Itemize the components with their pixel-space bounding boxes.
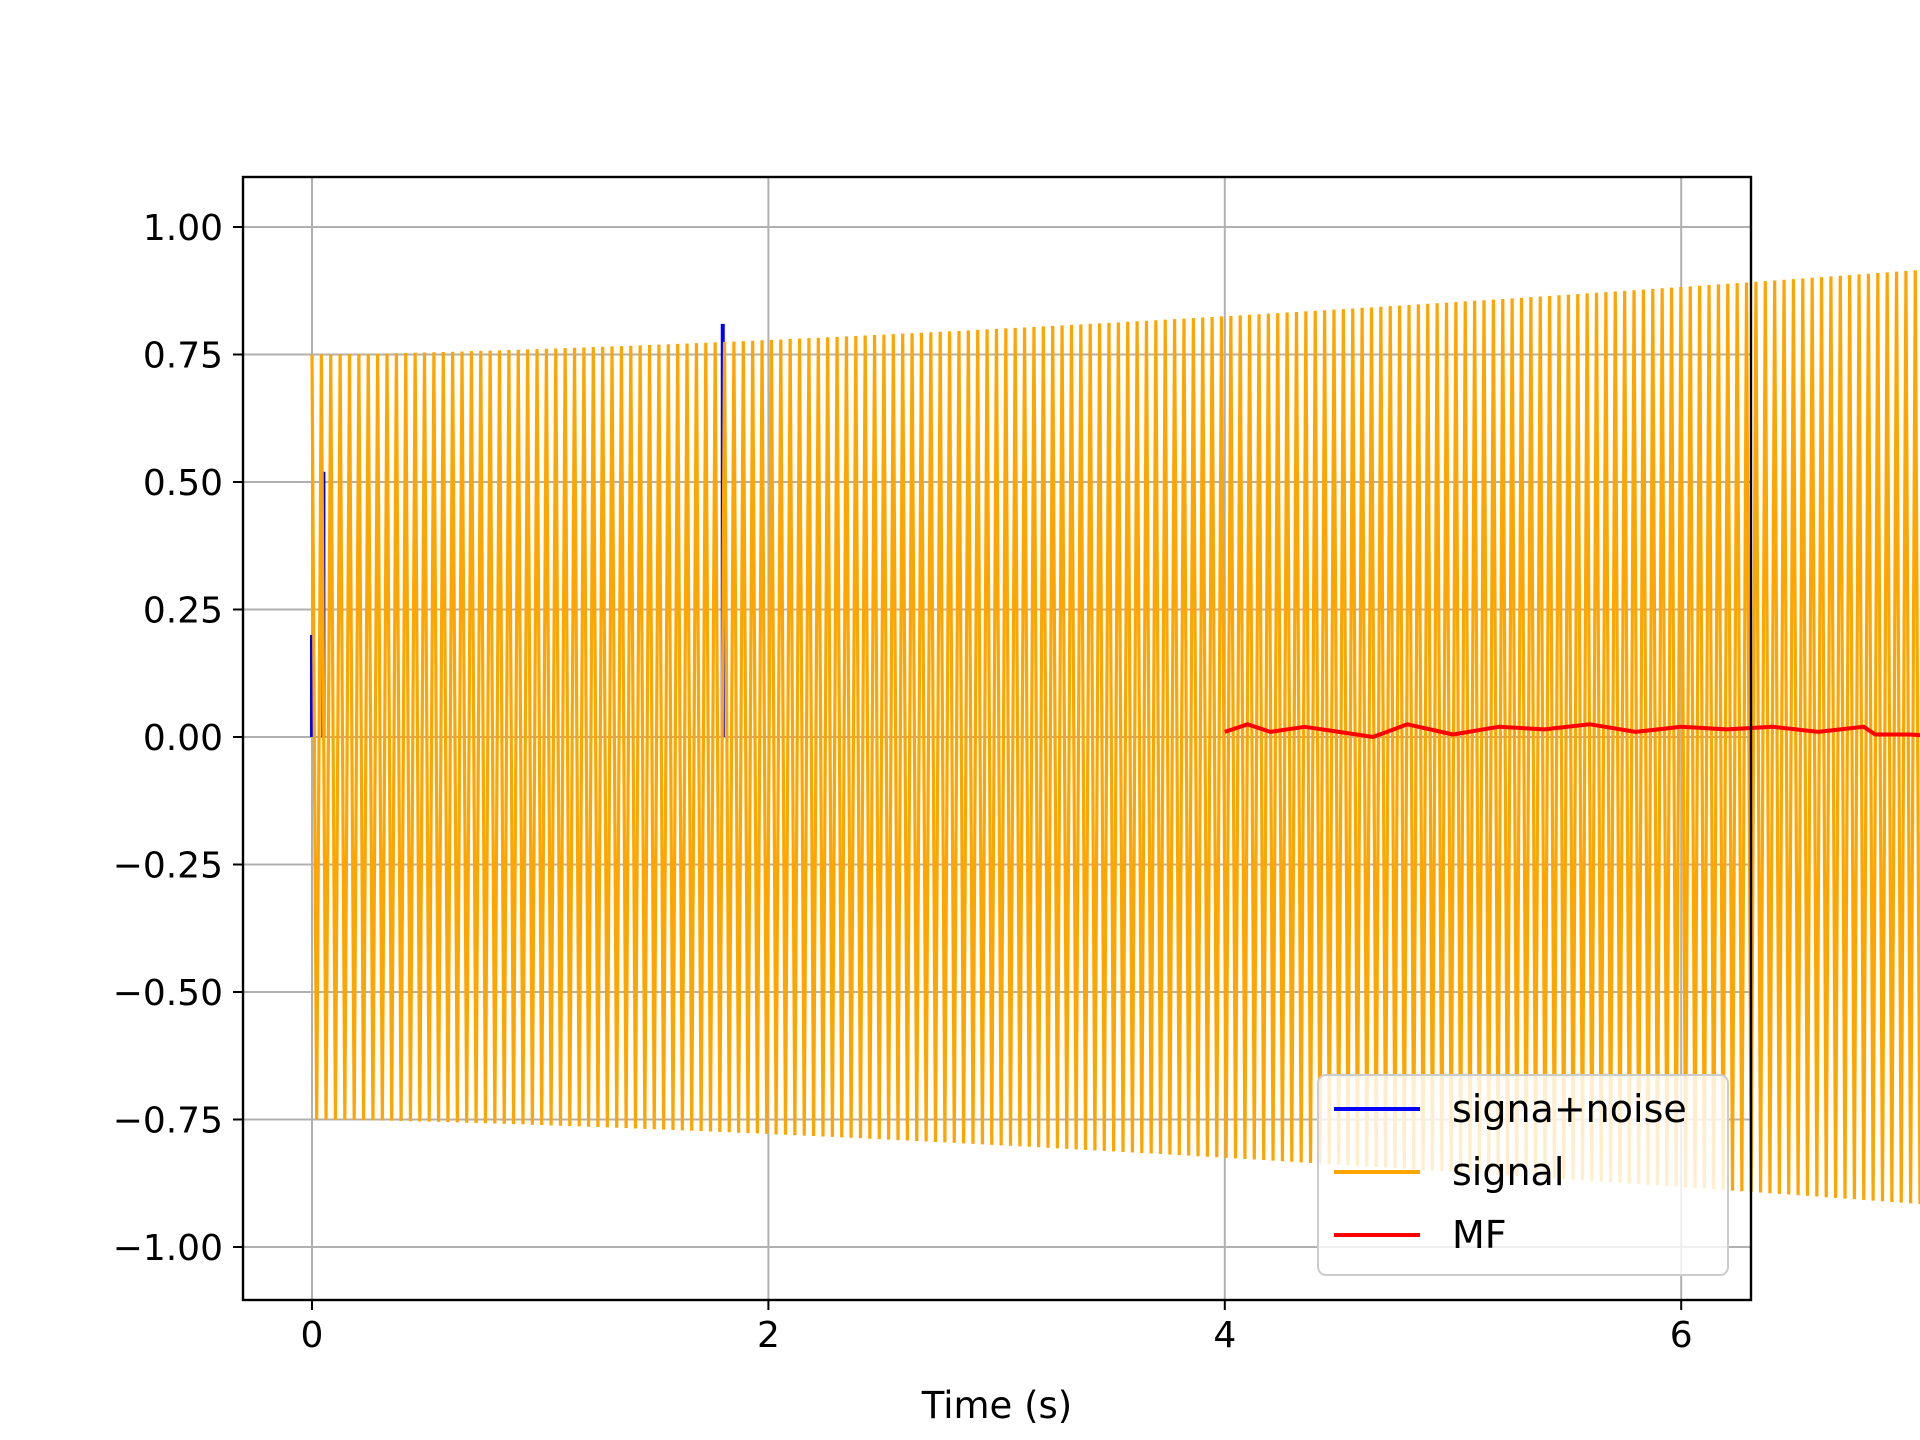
legend-label-signal: signal [1452,1150,1564,1194]
y-tick-label: −0.50 [113,973,223,1014]
y-tick-label: 0.50 [143,463,223,504]
series-mf [1224,722,1920,739]
x-tick-label: 0 [301,1315,324,1356]
legend: signa+noise signal MF [1317,1074,1729,1276]
y-tick-label: 0.25 [143,591,223,632]
axis-ticks: 0246810121.000.750.500.250.00−0.25−0.50−… [113,208,1693,1356]
x-tick-label: 4 [1213,1315,1236,1356]
legend-label-signal-plus-noise: signa+noise [1452,1087,1687,1131]
x-tick-label: 2 [757,1315,780,1356]
y-tick-label: 0.75 [143,336,223,377]
signal-line [310,270,1920,1205]
y-tick-label: −0.75 [113,1101,223,1142]
x-tick-label: 6 [1670,1315,1693,1356]
axes-frame [241,175,1753,1302]
series-signal [310,270,1920,1205]
legend-box [1317,1074,1729,1276]
y-tick-label: −1.00 [113,1228,223,1269]
y-tick-label: 0.00 [143,718,223,759]
y-tick-label: 1.00 [143,208,223,249]
mf-line [1224,722,1920,739]
y-tick-label: −0.25 [113,846,223,887]
legend-label-mf: MF [1452,1213,1507,1257]
x-axis-label: Time (s) [921,1384,1072,1427]
